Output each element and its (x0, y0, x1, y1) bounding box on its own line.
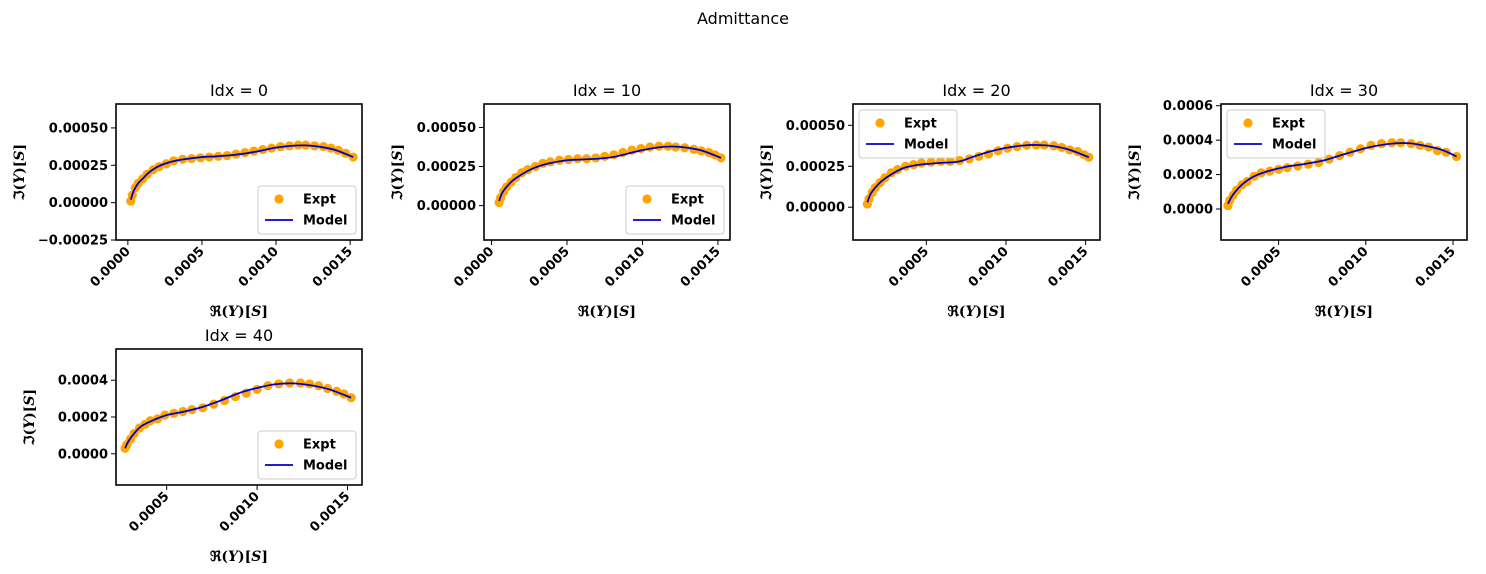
expt-point (926, 157, 936, 167)
x-tick-label: 0.0015 (1413, 244, 1459, 290)
y-tick-label: 0.00050 (786, 119, 845, 134)
subplot-title: Idx = 20 (942, 81, 1010, 100)
subplot-3: Idx = 30 0.0000 0.0002 0.0004 0.0006 0.0005 0.… (1127, 81, 1468, 320)
plot-area (862, 140, 1094, 209)
legend-marker-expt (274, 439, 284, 449)
subplot-1: Idx = 10 0.00000 0.00025 0.00050 0.0000 0.000… (390, 81, 731, 320)
legend-label: Expt (904, 117, 937, 132)
y-axis-label: ℑ(Y)[S] (1127, 144, 1143, 201)
x-tick-label: 0.0005 (527, 244, 573, 290)
legend-label: Model (1272, 138, 1316, 153)
expt-point (240, 147, 250, 158)
legend-marker-expt (1243, 118, 1253, 128)
subplot-grid: Idx = 0 −0.00025 0.00000 0.00025 0.00050 0.00… (12, 81, 1468, 565)
y-tick-label: 0.0000 (58, 447, 108, 462)
x-axis-label: ℜ(Y)[S] (1315, 304, 1373, 320)
model-line (1227, 142, 1457, 205)
y-axis-label: ℑ(Y)[S] (12, 144, 28, 201)
y-tick-label: 0.0004 (58, 374, 108, 389)
legend-marker-expt (875, 118, 885, 128)
y-tick-label: 0.00000 (417, 199, 476, 214)
legend: Expt Model (625, 185, 725, 235)
legend-label: Expt (303, 193, 336, 208)
y-tick-label: 0.00050 (417, 121, 476, 136)
legend: Expt Model (858, 109, 958, 159)
x-axis-label: ℜ(Y)[S] (578, 304, 636, 320)
subplot-title: Idx = 30 (1310, 81, 1378, 100)
y-axis-label: ℑ(Y)[S] (390, 144, 406, 201)
model-line (866, 144, 1090, 203)
legend-label: Expt (671, 193, 704, 208)
y-tick-label: 0.0000 (1163, 203, 1213, 218)
figure-title: Admittance (697, 9, 789, 28)
legend-label: Expt (1272, 117, 1305, 132)
plot-area (1223, 138, 1462, 211)
y-tick-label: 0.00025 (49, 159, 108, 174)
y-tick-label: 0.0006 (1163, 99, 1213, 114)
legend-marker-expt (274, 194, 284, 204)
x-tick-label: 0.0005 (1238, 244, 1284, 290)
x-tick-label: 0.0005 (126, 489, 172, 535)
subplot-2: Idx = 20 0.00000 0.00025 0.00050 0.0005 0.001… (759, 81, 1101, 320)
model-line (129, 144, 354, 200)
y-tick-label: 0.00050 (49, 121, 108, 136)
x-tick-label: 0.0015 (310, 244, 356, 290)
x-tick-label: 0.0000 (451, 244, 497, 290)
legend-label: Model (904, 138, 948, 153)
x-tick-label: 0.0010 (1326, 244, 1372, 290)
expt-point (572, 154, 583, 164)
legend-label: Model (303, 214, 347, 229)
legend-label: Model (671, 214, 715, 229)
y-axis-label: ℑ(Y)[S] (22, 389, 38, 446)
expt-point (916, 158, 927, 168)
legend: Expt Model (257, 430, 357, 480)
y-tick-label: 0.00025 (417, 160, 476, 175)
x-axis-label: ℜ(Y)[S] (947, 304, 1005, 320)
x-axis-label: ℜ(Y)[S] (210, 549, 268, 565)
subplot-title: Idx = 10 (573, 81, 641, 100)
subplot-4: Idx = 40 0.0000 0.0002 0.0004 0.0005 0.0010 0.… (22, 326, 363, 565)
y-tick-label: 0.0002 (58, 411, 108, 426)
x-tick-label: 0.0015 (678, 244, 724, 290)
expt-point (654, 141, 664, 151)
legend-marker-expt (642, 194, 652, 204)
x-tick-label: 0.0010 (602, 244, 648, 290)
x-axis-label: ℜ(Y)[S] (210, 304, 268, 320)
y-tick-label: 0.00000 (49, 196, 108, 211)
plot-area (494, 141, 726, 208)
x-tick-label: 0.0005 (162, 244, 208, 290)
expt-point (1293, 161, 1303, 171)
y-tick-label: 0.0004 (1163, 134, 1213, 149)
expt-point (249, 146, 259, 156)
subplot-title: Idx = 0 (210, 81, 268, 100)
expt-point (645, 142, 655, 152)
y-tick-label: 0.00025 (786, 160, 845, 175)
x-tick-label: 0.0010 (236, 244, 282, 290)
legend: Expt Model (257, 185, 357, 235)
y-tick-label: 0.0002 (1163, 168, 1213, 183)
x-tick-label: 0.0010 (966, 244, 1012, 290)
legend-label: Model (303, 459, 347, 474)
legend-label: Expt (303, 438, 336, 453)
x-tick-label: 0.0005 (886, 244, 932, 290)
expt-point (600, 151, 610, 161)
subplot-0: Idx = 0 −0.00025 0.00000 0.00025 0.00050 0.00… (12, 81, 363, 320)
x-tick-label: 0.0000 (88, 244, 134, 290)
plot-area (120, 378, 356, 453)
y-tick-label: 0.00000 (786, 201, 845, 216)
y-axis-label: ℑ(Y)[S] (759, 144, 775, 201)
subplot-title: Idx = 40 (205, 326, 273, 345)
legend: Expt Model (1226, 109, 1326, 159)
x-tick-label: 0.0015 (307, 489, 353, 535)
plot-area (126, 140, 358, 206)
model-line (498, 145, 722, 202)
model-line (124, 382, 352, 449)
expt-point (945, 156, 955, 166)
y-tick-label: −0.00025 (38, 234, 108, 249)
expt-point (716, 153, 726, 163)
x-tick-label: 0.0015 (1045, 244, 1091, 290)
x-tick-label: 0.0010 (217, 489, 263, 535)
